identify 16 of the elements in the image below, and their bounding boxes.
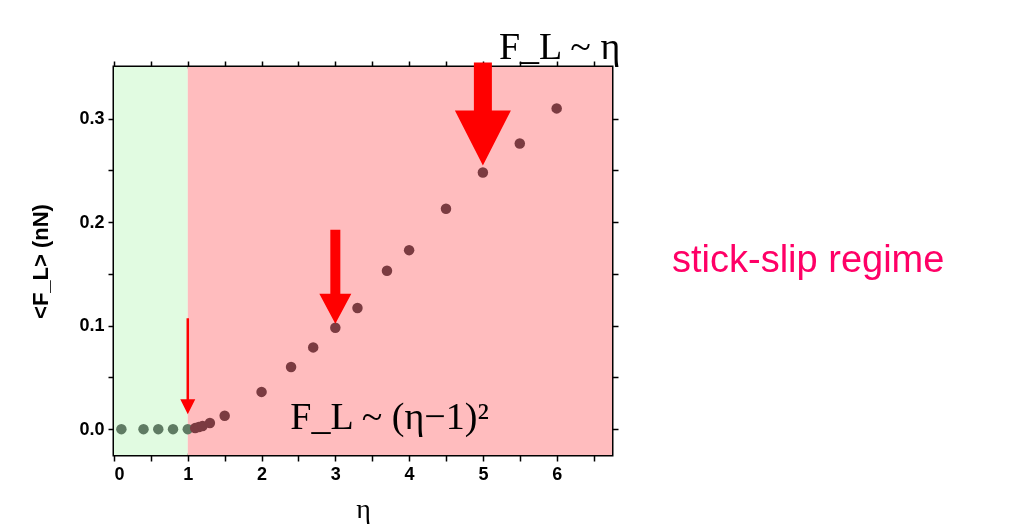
x-tick-label: 0 <box>114 463 125 484</box>
y-tick-label: 0.2 <box>79 211 105 232</box>
y-tick-label: 0.1 <box>79 315 105 336</box>
x-tick-label: 3 <box>330 463 341 484</box>
text: stick-slip regime <box>672 238 945 280</box>
x-tick-label: 6 <box>552 463 563 484</box>
x-tick-label: 2 <box>257 463 268 484</box>
x-tick-label: 1 <box>183 463 194 484</box>
x-tick-label: 5 <box>478 463 489 484</box>
y-tick-label: 0.0 <box>79 418 105 439</box>
annotation: F_L ~ η <box>498 24 621 67</box>
x-axis-title: η <box>356 492 371 524</box>
annotation: F_L ~ (η−1)² <box>290 394 489 438</box>
y-tick-label: 0.3 <box>79 108 105 129</box>
y-axis-title: <F_L> (nN) <box>28 204 54 319</box>
x-tick-label: 4 <box>404 463 415 484</box>
